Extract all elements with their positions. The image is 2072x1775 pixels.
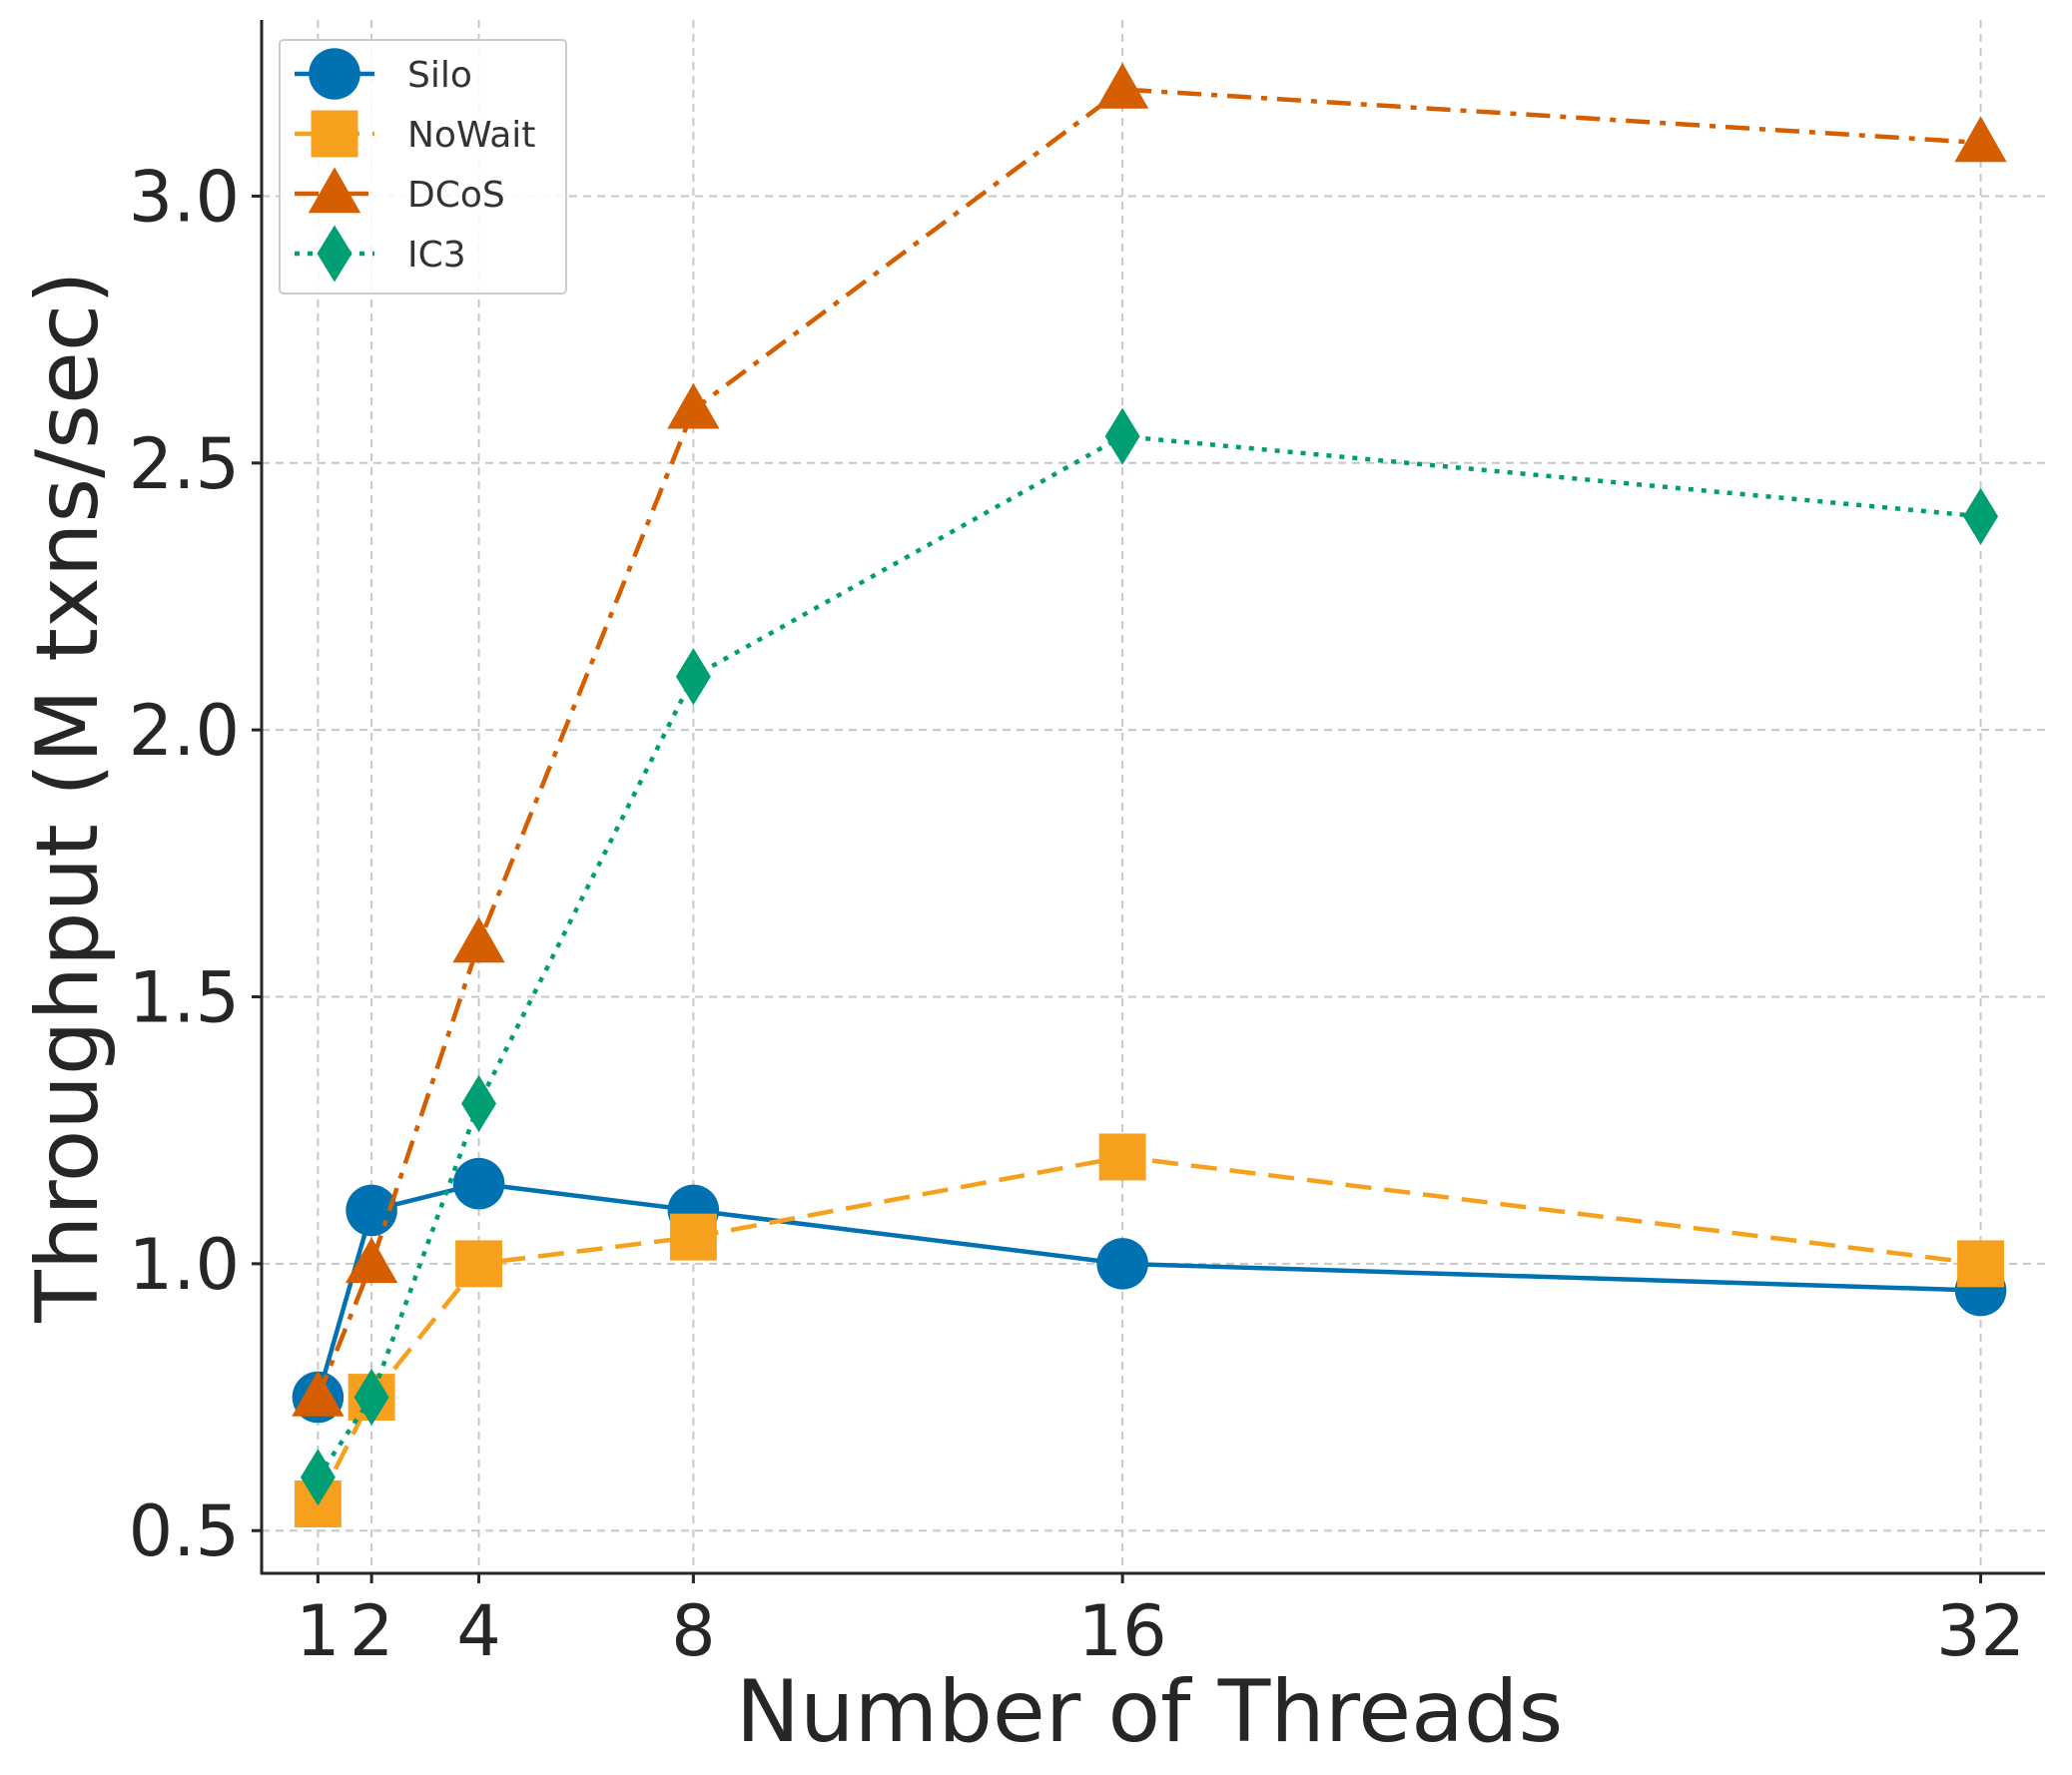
series-silo: [292, 1157, 2007, 1424]
grid: [262, 20, 2045, 1573]
data-point-ic3-1: [300, 1449, 336, 1506]
legend-label-silo: Silo: [407, 55, 472, 96]
legend-label-nowait: NoWait: [407, 115, 535, 156]
y-tick-label: 2.0: [129, 690, 240, 772]
data-point-ic3-32: [1963, 487, 1999, 545]
series-line-dcos: [316, 87, 1981, 1399]
data-point-nowait-4: [455, 1240, 503, 1288]
y-tick-label: 1.0: [129, 1224, 240, 1306]
ticks: 1 2 4 8 16 32 0.5 1.0 1.5 2.0 2.5 3.0: [129, 156, 2025, 1672]
legend-marker-ic3: [317, 225, 352, 283]
data-point-nowait-16: [1098, 1133, 1146, 1181]
y-tick-label: 0.5: [129, 1490, 240, 1572]
legend-item-nowait: NoWait: [295, 110, 535, 158]
x-tick-label: 16: [1078, 1590, 1167, 1672]
series-ic3: [300, 407, 1999, 1506]
x-axis-label: Number of Threads: [736, 1662, 1564, 1762]
legend-marker-nowait: [311, 110, 358, 158]
data-point-dcos-4: [452, 916, 505, 963]
data-point-dcos-8: [667, 382, 720, 429]
legend-item-dcos: DCoS: [295, 167, 505, 216]
y-tick-label: 2.5: [129, 423, 240, 505]
legend-item-silo: Silo: [295, 48, 472, 100]
series-line-ic3: [316, 433, 1981, 1479]
series-dcos: [292, 62, 2007, 1417]
data-point-dcos-2: [345, 1237, 398, 1284]
legend-label-dcos: DCoS: [407, 175, 505, 216]
x-tick-label: 8: [671, 1590, 716, 1672]
data-point-nowait-8: [669, 1213, 717, 1261]
legend-item-ic3: IC3: [295, 225, 466, 283]
legend-marker-dcos: [308, 167, 361, 214]
legend: Silo NoWait DCoS IC3: [279, 39, 567, 295]
data-point-ic3-8: [675, 648, 711, 706]
axes: [260, 20, 2045, 1575]
data-point-dcos-1: [292, 1370, 345, 1417]
data-point-ic3-4: [461, 1074, 497, 1132]
data-point-silo-4: [452, 1157, 505, 1210]
x-tick-label: 1: [296, 1590, 341, 1672]
data-point-dcos-16: [1095, 62, 1149, 109]
x-tick-label: 4: [456, 1590, 501, 1672]
y-tick-label: 3.0: [129, 156, 240, 238]
legend-label-ic3: IC3: [407, 235, 466, 276]
series-line-silo: [316, 1181, 1981, 1399]
data-point-ic3-2: [353, 1369, 389, 1427]
y-tick-label: 1.5: [129, 957, 240, 1039]
x-tick-label: 32: [1936, 1590, 2025, 1672]
y-axis-label: Throughput (M txns/sec): [18, 271, 118, 1323]
series-layer: [292, 62, 2007, 1527]
legend-frame: [279, 39, 567, 295]
data-point-nowait-32: [1957, 1240, 2005, 1288]
data-point-ic3-16: [1104, 407, 1140, 465]
series-line-nowait: [316, 1154, 1981, 1505]
data-point-silo-16: [1096, 1238, 1148, 1290]
data-point-dcos-32: [1954, 116, 2007, 163]
x-tick-label: 2: [349, 1590, 394, 1672]
legend-marker-silo: [309, 48, 360, 100]
